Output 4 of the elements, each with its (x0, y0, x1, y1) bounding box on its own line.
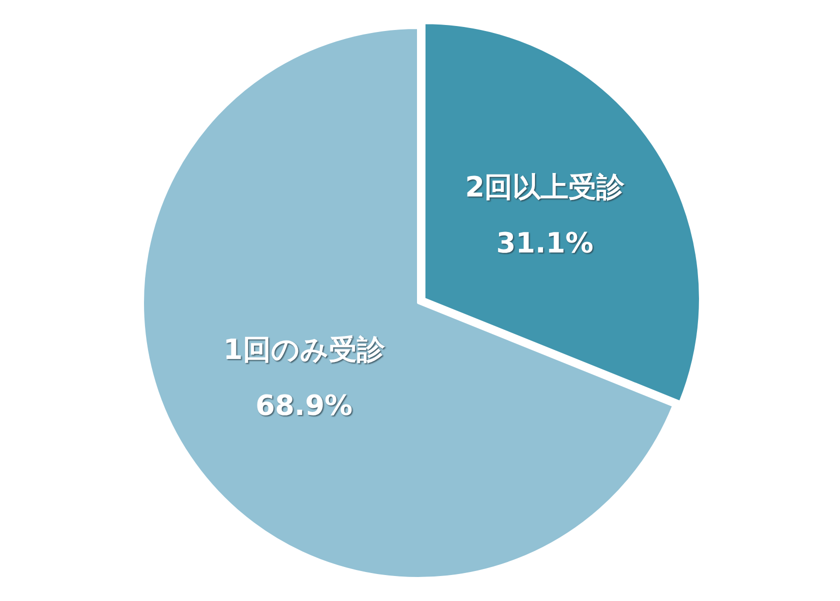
data-label: 68.9% (255, 389, 353, 422)
slice-label: 1回のみ受診 (223, 333, 386, 366)
data-label: 31.1% (496, 226, 594, 260)
slice-label: 2回以上受診 (465, 170, 626, 204)
